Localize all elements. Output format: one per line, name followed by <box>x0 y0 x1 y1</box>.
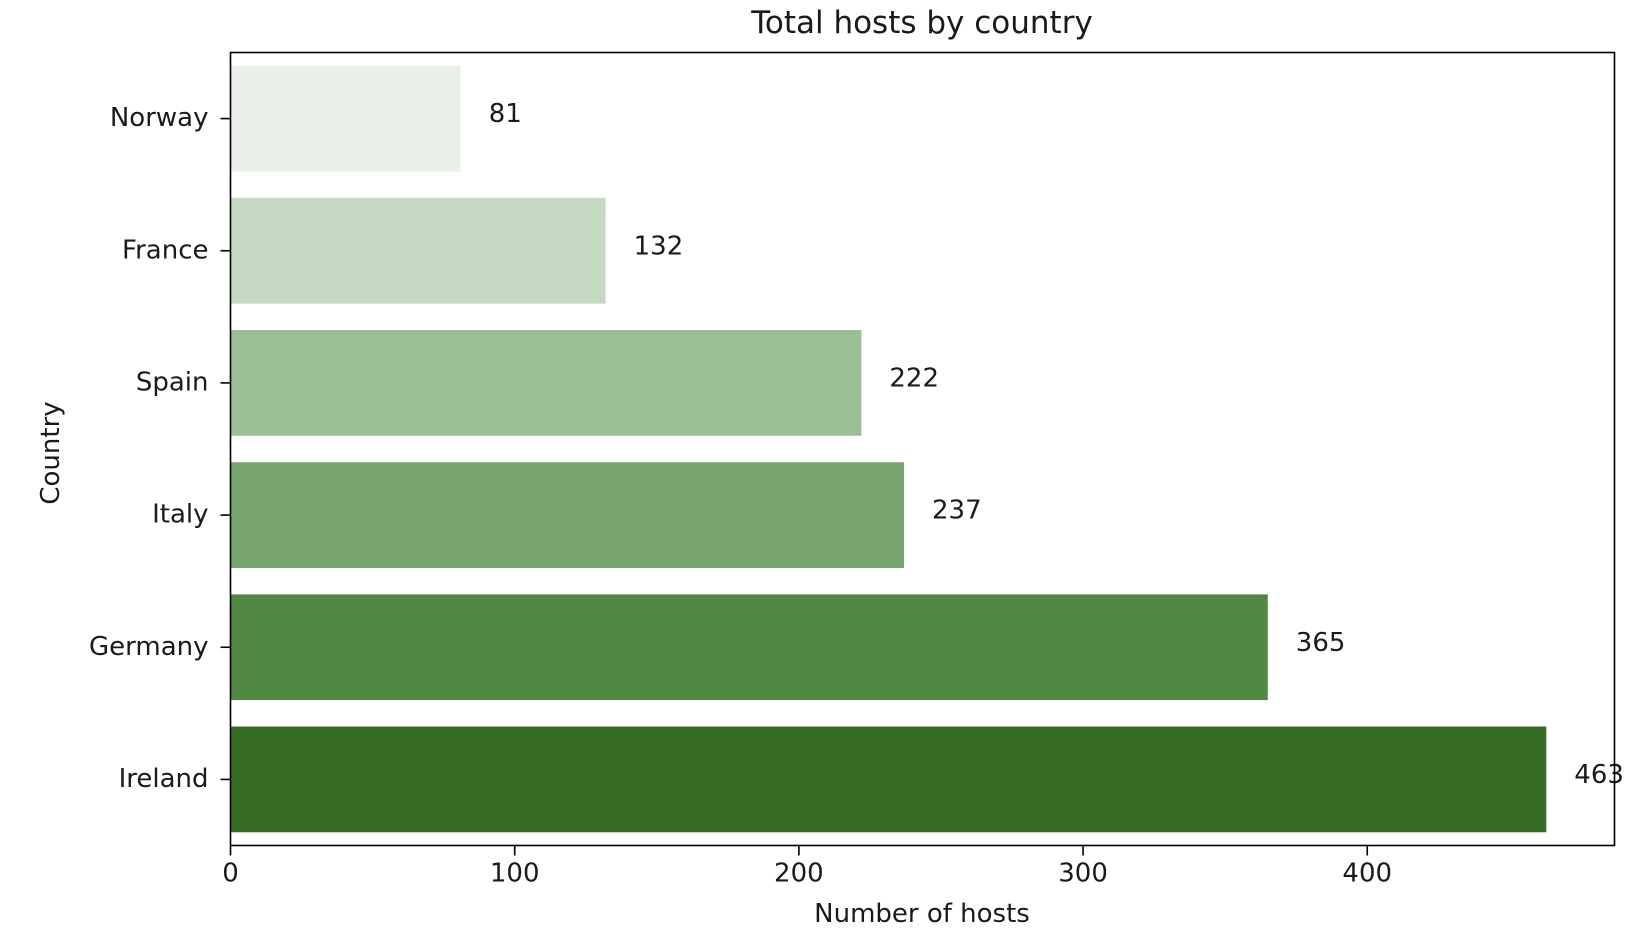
x-tick-label-100: 100 <box>490 859 540 889</box>
value-label-spain: 222 <box>889 363 939 393</box>
bar-norway <box>230 65 461 172</box>
bar-france <box>230 197 606 304</box>
y-tick-label-france: France <box>122 235 208 265</box>
value-label-norway: 81 <box>489 99 522 129</box>
bars-layer <box>230 65 1547 833</box>
x-axis-label: Number of hosts <box>814 899 1030 929</box>
bar-germany <box>230 594 1268 701</box>
bar-ireland <box>230 726 1547 833</box>
value-label-france: 132 <box>634 231 684 261</box>
chart-title: Total hosts by country <box>750 5 1093 41</box>
x-axis-ticks: 0 100 200 300 400 <box>222 845 1392 889</box>
bar-spain <box>230 330 862 436</box>
x-tick-label-400: 400 <box>1342 859 1392 889</box>
x-tick-label-200: 200 <box>774 859 824 889</box>
y-tick-label-germany: Germany <box>89 632 209 662</box>
y-tick-label-norway: Norway <box>110 103 209 133</box>
y-tick-label-italy: Italy <box>152 500 208 530</box>
x-tick-label-300: 300 <box>1058 859 1108 889</box>
y-tick-label-spain: Spain <box>136 367 209 397</box>
bar-italy <box>230 462 905 568</box>
value-label-germany: 365 <box>1296 628 1346 658</box>
y-axis-ticks: Norway France Spain Italy Germany Ireland <box>89 103 231 794</box>
y-tick-label-ireland: Ireland <box>119 764 209 794</box>
value-label-italy: 237 <box>932 496 982 526</box>
x-tick-label-0: 0 <box>222 859 239 889</box>
y-axis-label: Country <box>36 401 66 504</box>
value-label-ireland: 463 <box>1574 760 1624 790</box>
plot-frame <box>229 51 1616 847</box>
bar-value-labels: 81 132 222 237 365 463 <box>489 99 1624 790</box>
